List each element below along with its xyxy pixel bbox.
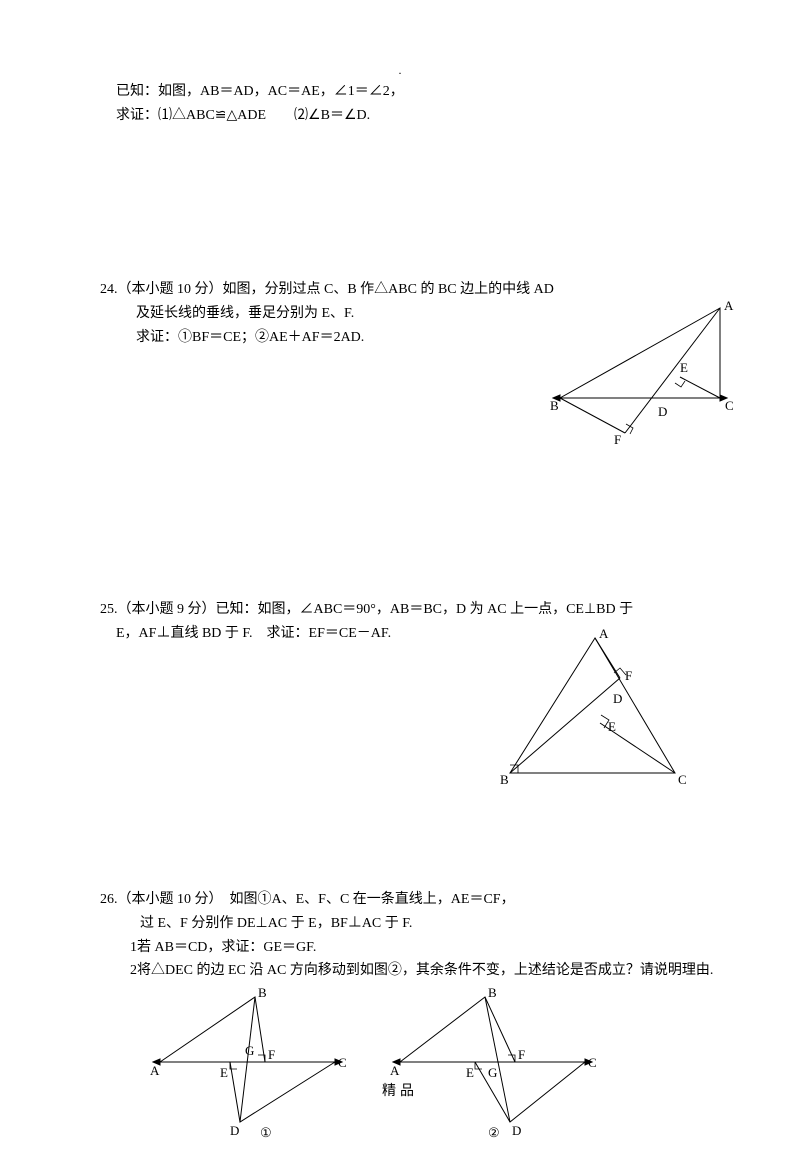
svg-text:F: F — [614, 432, 621, 447]
p25-figure: A B C F D E — [500, 628, 690, 788]
p26-figure2: A C B D E F G ② — [390, 987, 600, 1147]
p23-line2: 求证：⑴△ABC≌△ADE ⑵∠B＝∠D. — [116, 104, 740, 128]
p26-line2: 过 E、F 分别作 DE⊥AC 于 E，BF⊥AC 于 F. — [60, 912, 740, 936]
svg-text:B: B — [550, 398, 559, 413]
p24-line3: 求证：①BF＝CE；②AE＋AF＝2AD. — [60, 326, 580, 350]
svg-text:E: E — [608, 719, 616, 734]
svg-text:G: G — [245, 1043, 254, 1058]
p26-figure1: A C B D E F G ① — [150, 987, 350, 1147]
svg-text:F: F — [625, 668, 632, 683]
svg-text:C: C — [725, 398, 734, 413]
svg-text:D: D — [512, 1123, 521, 1138]
p26-part1: 1若 AB＝CD，求证：GE＝GF. — [130, 940, 316, 955]
p24-line2: 及延长线的垂线，垂足分别为 E、F. — [60, 302, 580, 326]
svg-text:C: C — [338, 1055, 347, 1070]
problem-25: 25.（本小题 9 分）已知：如图，∠ABC＝90°，AB＝BC，D 为 AC … — [60, 598, 740, 768]
p26-part2: 2将△DEC 的边 EC 沿 AC 方向移动到如图②，其余条件不变，上述结论是否… — [130, 963, 713, 978]
svg-text:A: A — [724, 298, 734, 313]
svg-text:①: ① — [260, 1125, 272, 1140]
svg-text:D: D — [658, 404, 667, 419]
p24-head: 24.（本小题 10 分）如图，分别过点 C、B 作△ABC 的 BC 边上的中… — [60, 278, 580, 302]
svg-text:B: B — [258, 987, 267, 1000]
page-footer: 精品 — [0, 1080, 800, 1104]
problem-24: 24.（本小题 10 分）如图，分别过点 C、B 作△ABC 的 BC 边上的中… — [60, 278, 740, 438]
svg-text:A: A — [150, 1063, 160, 1078]
p25-head: 25.（本小题 9 分）已知：如图，∠ABC＝90°，AB＝BC，D 为 AC … — [60, 598, 660, 622]
svg-text:E: E — [680, 360, 688, 375]
p24-figure: A B C D E F — [550, 298, 750, 448]
svg-text:G: G — [488, 1065, 497, 1080]
svg-text:C: C — [678, 772, 687, 787]
svg-text:F: F — [268, 1047, 275, 1062]
svg-text:A: A — [599, 628, 609, 641]
svg-text:E: E — [220, 1065, 228, 1080]
svg-text:B: B — [488, 987, 497, 1000]
page-dot: . — [60, 60, 740, 80]
p23-line1: 已知：如图，AB＝AD，AC＝AE，∠1＝∠2， — [116, 80, 740, 104]
problem-26: 26.（本小题 10 分） 如图①A、E、F、C 在一条直线上，AE＝CF， 过… — [60, 888, 740, 1157]
svg-text:F: F — [518, 1047, 525, 1062]
svg-text:E: E — [466, 1065, 474, 1080]
svg-text:D: D — [230, 1123, 239, 1138]
problem-23: 已知：如图，AB＝AD，AC＝AE，∠1＝∠2， 求证：⑴△ABC≌△ADE ⑵… — [60, 80, 740, 128]
p26-head: 26.（本小题 10 分） 如图①A、E、F、C 在一条直线上，AE＝CF， — [60, 888, 740, 912]
svg-text:C: C — [588, 1055, 597, 1070]
svg-text:②: ② — [488, 1125, 500, 1140]
svg-text:D: D — [613, 691, 622, 706]
svg-text:B: B — [500, 772, 509, 787]
svg-text:A: A — [390, 1063, 400, 1078]
